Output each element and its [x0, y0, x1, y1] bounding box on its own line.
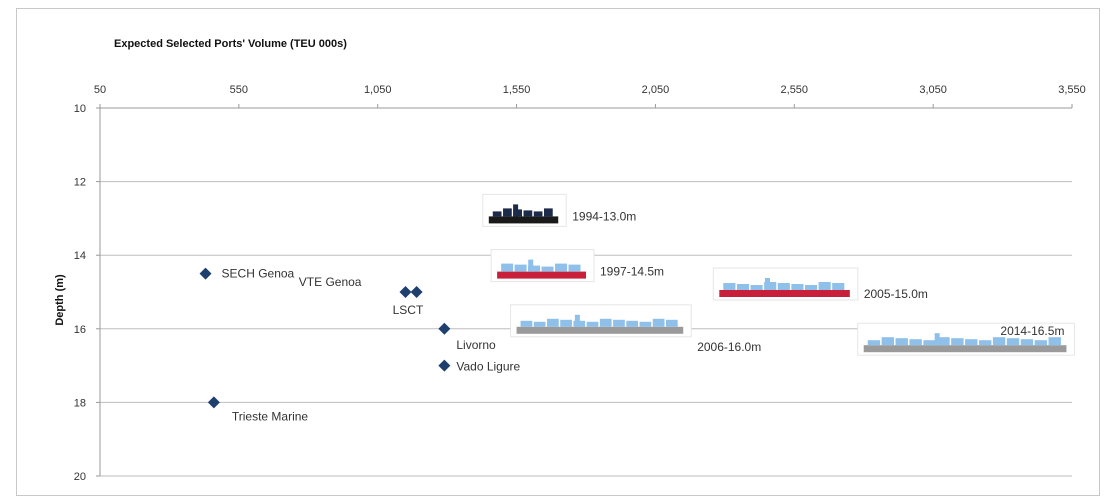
- ship-container-stack: [528, 265, 541, 272]
- ship-container-stack: [1034, 340, 1048, 346]
- ship-container-stack: [881, 337, 895, 346]
- data-point: [438, 322, 451, 335]
- ship-container-stack: [599, 318, 612, 327]
- data-point: [207, 396, 220, 409]
- chart-title: Expected Selected Ports' Volume (TEU 000…: [114, 38, 347, 50]
- ship-container-stack: [503, 208, 512, 217]
- ship-container-stack: [736, 284, 750, 290]
- ship-container-stack: [523, 210, 533, 217]
- ship-container-stack: [791, 284, 804, 290]
- ship-container-stack: [777, 283, 790, 290]
- ship-container-stack: [639, 321, 652, 327]
- x-tick-label: 1,050: [364, 84, 392, 96]
- ship-container-stack: [492, 211, 502, 217]
- data-point: [410, 286, 423, 298]
- ship-container-stack: [867, 340, 881, 346]
- ship-container-stack: [832, 283, 845, 290]
- data-label: LSCT: [393, 303, 424, 317]
- ship-container-stack: [992, 337, 1006, 346]
- x-tick-label: 2,050: [642, 84, 670, 96]
- data-label: Trieste Marine: [232, 409, 309, 423]
- ship-label: 2006-16.0m: [697, 340, 761, 354]
- ship-container-stack: [937, 337, 950, 346]
- ship-container-stack: [895, 338, 908, 346]
- ship-container-stack: [514, 264, 527, 272]
- ship-hull: [516, 326, 684, 334]
- ship-container-stack: [909, 339, 922, 346]
- ship-annotation: [857, 322, 1075, 356]
- ship-hull: [863, 345, 1067, 353]
- ship-label: 2014-16.5m: [1000, 324, 1064, 338]
- ship-bridge: [513, 204, 519, 217]
- ship-annotation: [510, 304, 692, 338]
- y-tick-label: 10: [74, 103, 86, 115]
- ship-container-stack: [1020, 339, 1034, 346]
- data-label: Vado Ligure: [456, 360, 520, 374]
- ship-container-stack: [804, 285, 818, 290]
- data-point: [399, 286, 412, 298]
- ship-container-stack: [547, 318, 559, 327]
- ship-bridge: [764, 278, 770, 290]
- ship-container-stack: [665, 319, 678, 327]
- ship-bridge: [934, 333, 940, 346]
- data-label: VTE Genoa: [299, 275, 362, 289]
- y-tick-label: 12: [74, 177, 86, 189]
- x-tick-label: 50: [94, 84, 106, 96]
- x-tick-label: 2,550: [781, 84, 809, 96]
- ship-label: 1997-14.5m: [600, 265, 664, 279]
- ship-container-stack: [818, 282, 831, 290]
- ship-annotation: [712, 267, 859, 301]
- x-tick-label: 3,050: [919, 84, 947, 96]
- x-tick-label: 3,550: [1058, 84, 1086, 96]
- ship-container-stack: [978, 340, 992, 346]
- data-point: [199, 267, 212, 280]
- ship-container-stack: [543, 208, 553, 217]
- ship-container-stack: [533, 321, 546, 327]
- ship-container-stack: [951, 338, 964, 346]
- ship-container-stack: [965, 339, 978, 346]
- ship-annotation: [482, 193, 567, 227]
- x-tick-label: 1,550: [503, 84, 531, 96]
- ship-container-stack: [501, 263, 514, 272]
- ship-label: 2005-15.0m: [864, 287, 928, 301]
- ship-container-stack: [520, 320, 533, 327]
- ship-hull: [488, 216, 559, 224]
- data-label: Livorno: [456, 338, 496, 352]
- ship-container-stack: [541, 266, 554, 272]
- y-tick-label: 16: [74, 324, 86, 336]
- ship-container-stack: [613, 319, 625, 327]
- ship-container-stack: [560, 319, 572, 327]
- x-tick-label: 550: [230, 84, 248, 96]
- ship-container-stack: [1048, 337, 1061, 346]
- ship-container-stack: [1006, 338, 1020, 346]
- ship-annotation: [490, 249, 595, 283]
- ship-hull: [497, 271, 586, 279]
- ship-container-stack: [568, 264, 581, 272]
- ship-container-stack: [586, 321, 599, 327]
- ship-container-stack: [923, 340, 936, 346]
- ship-container-stack: [764, 282, 777, 290]
- ship-hull: [719, 290, 850, 297]
- ship-container-stack: [626, 320, 639, 327]
- ship-container-stack: [555, 263, 568, 272]
- ship-label: 1994-13.0m: [572, 209, 636, 223]
- data-point: [438, 359, 451, 372]
- y-axis-label: Depth (m): [54, 274, 66, 326]
- y-tick-label: 20: [74, 471, 86, 483]
- ship-container-stack: [750, 285, 763, 290]
- ship-bridge: [574, 314, 580, 327]
- ship-bridge: [528, 259, 534, 272]
- data-label: SECH Genoa: [222, 267, 295, 281]
- y-tick-label: 14: [74, 250, 86, 262]
- ship-container-stack: [723, 283, 736, 290]
- y-tick-label: 18: [74, 397, 86, 409]
- ship-container-stack: [652, 318, 665, 327]
- ship-container-stack: [533, 211, 543, 217]
